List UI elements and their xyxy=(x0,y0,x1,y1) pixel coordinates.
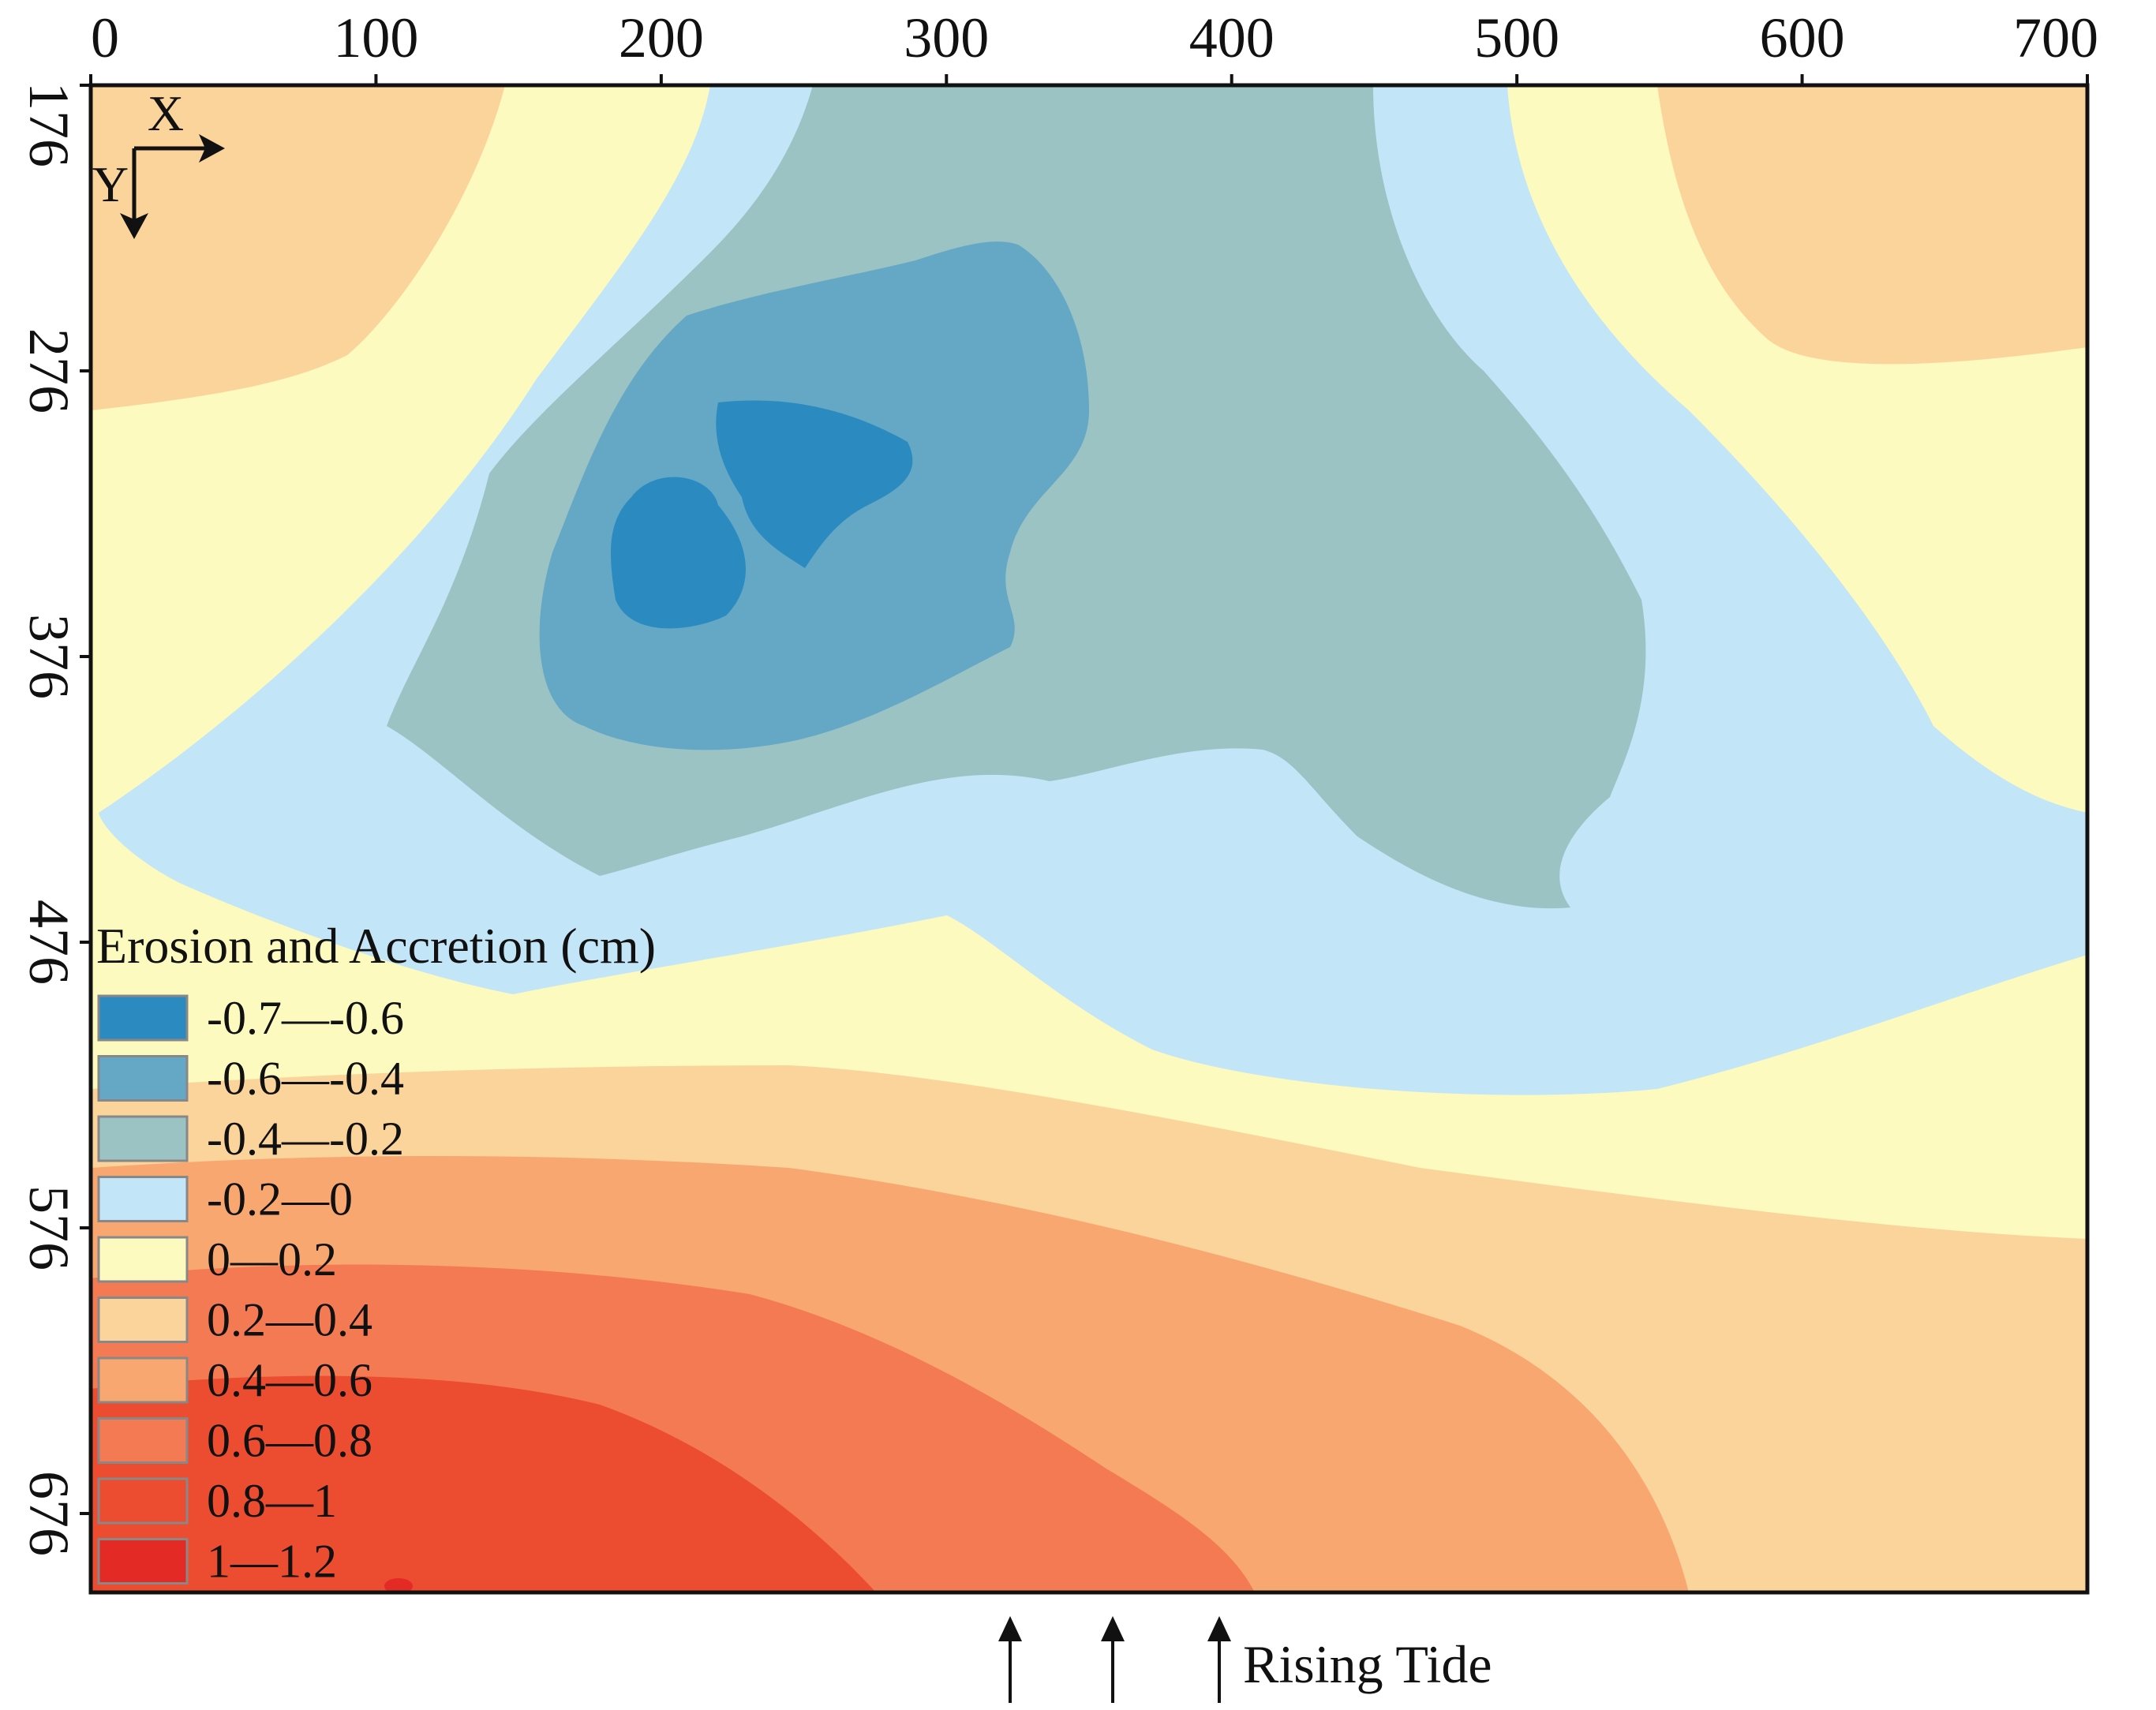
zone-0.8-1 xyxy=(91,1375,876,1592)
x-tick-label: 0 xyxy=(91,6,119,69)
y-axis: 176 276 376 476 576 676 xyxy=(17,82,91,1556)
tide-arrow-icon xyxy=(1101,1616,1125,1703)
y-tick-label: 576 xyxy=(17,1185,80,1270)
legend-swatch xyxy=(97,1055,189,1102)
rising-tide-annotation: Rising Tide xyxy=(998,1616,1492,1703)
legend-label: -0.7—-0.6 xyxy=(207,992,404,1044)
x-axis: 0 100 200 300 400 500 600 700 xyxy=(89,6,2098,85)
x-tick-label: 500 xyxy=(1474,6,1559,69)
legend-label: -0.2—0 xyxy=(207,1173,353,1225)
legend-label: 0.6—0.8 xyxy=(207,1415,372,1467)
legend-swatch xyxy=(97,994,189,1042)
y-tick-label: 176 xyxy=(17,82,80,167)
y-tick-label: 276 xyxy=(17,328,80,413)
legend-swatch xyxy=(97,1477,189,1525)
legend-label: -0.6—-0.4 xyxy=(207,1053,404,1105)
legend-title: Erosion and Accretion (cm) xyxy=(96,918,656,974)
x-tick-label: 600 xyxy=(1760,6,1845,69)
legend-label: 0.8—1 xyxy=(207,1475,337,1527)
x-tick-label: 200 xyxy=(619,6,704,69)
x-tick-label: 100 xyxy=(333,6,418,69)
tide-arrow-icon xyxy=(1207,1616,1231,1703)
legend-swatch xyxy=(97,1236,189,1283)
orientation-indicator: X Y xyxy=(92,85,225,239)
zone-0.2-0.4-topright xyxy=(1657,85,2087,365)
zone-1-1.2 xyxy=(384,1578,413,1592)
legend-swatch xyxy=(97,1115,189,1162)
rising-tide-label: Rising Tide xyxy=(1243,1634,1492,1694)
plot-frame xyxy=(88,83,2090,1595)
legend-swatch xyxy=(97,1538,189,1585)
y-tick-label: 376 xyxy=(17,614,80,699)
y-tick-label: 676 xyxy=(17,1471,80,1556)
y-arrow-icon xyxy=(120,213,148,239)
zone-neg0.7-neg0.6-b xyxy=(716,400,913,568)
zone-0.2-0.4-topleft xyxy=(91,85,505,410)
legend: Erosion and Accretion (cm) -0.7—-0.6 -0.6… xyxy=(96,918,656,1588)
orientation-y-label: Y xyxy=(92,156,129,212)
legend-swatch xyxy=(97,1176,189,1222)
x-tick-label: 300 xyxy=(904,6,989,69)
legend-swatch xyxy=(97,1417,189,1464)
contour-zones xyxy=(91,85,2087,1592)
legend-label: 0.2—0.4 xyxy=(207,1294,372,1346)
x-arrow-icon xyxy=(199,134,225,163)
legend-label: 0.4—0.6 xyxy=(207,1354,372,1406)
legend-label: 1—1.2 xyxy=(207,1536,337,1588)
y-tick-label: 476 xyxy=(17,900,80,985)
legend-swatch xyxy=(97,1356,189,1404)
tide-arrow-icon xyxy=(998,1616,1022,1703)
zone-neg0.7-neg0.6-a xyxy=(611,477,746,629)
legend-swatch xyxy=(97,1297,189,1343)
orientation-x-label: X xyxy=(148,85,184,141)
x-tick-label: 700 xyxy=(2013,6,2098,69)
legend-label: -0.4—-0.2 xyxy=(207,1113,404,1165)
legend-label: 0—0.2 xyxy=(207,1233,337,1285)
x-tick-label: 400 xyxy=(1189,6,1275,69)
